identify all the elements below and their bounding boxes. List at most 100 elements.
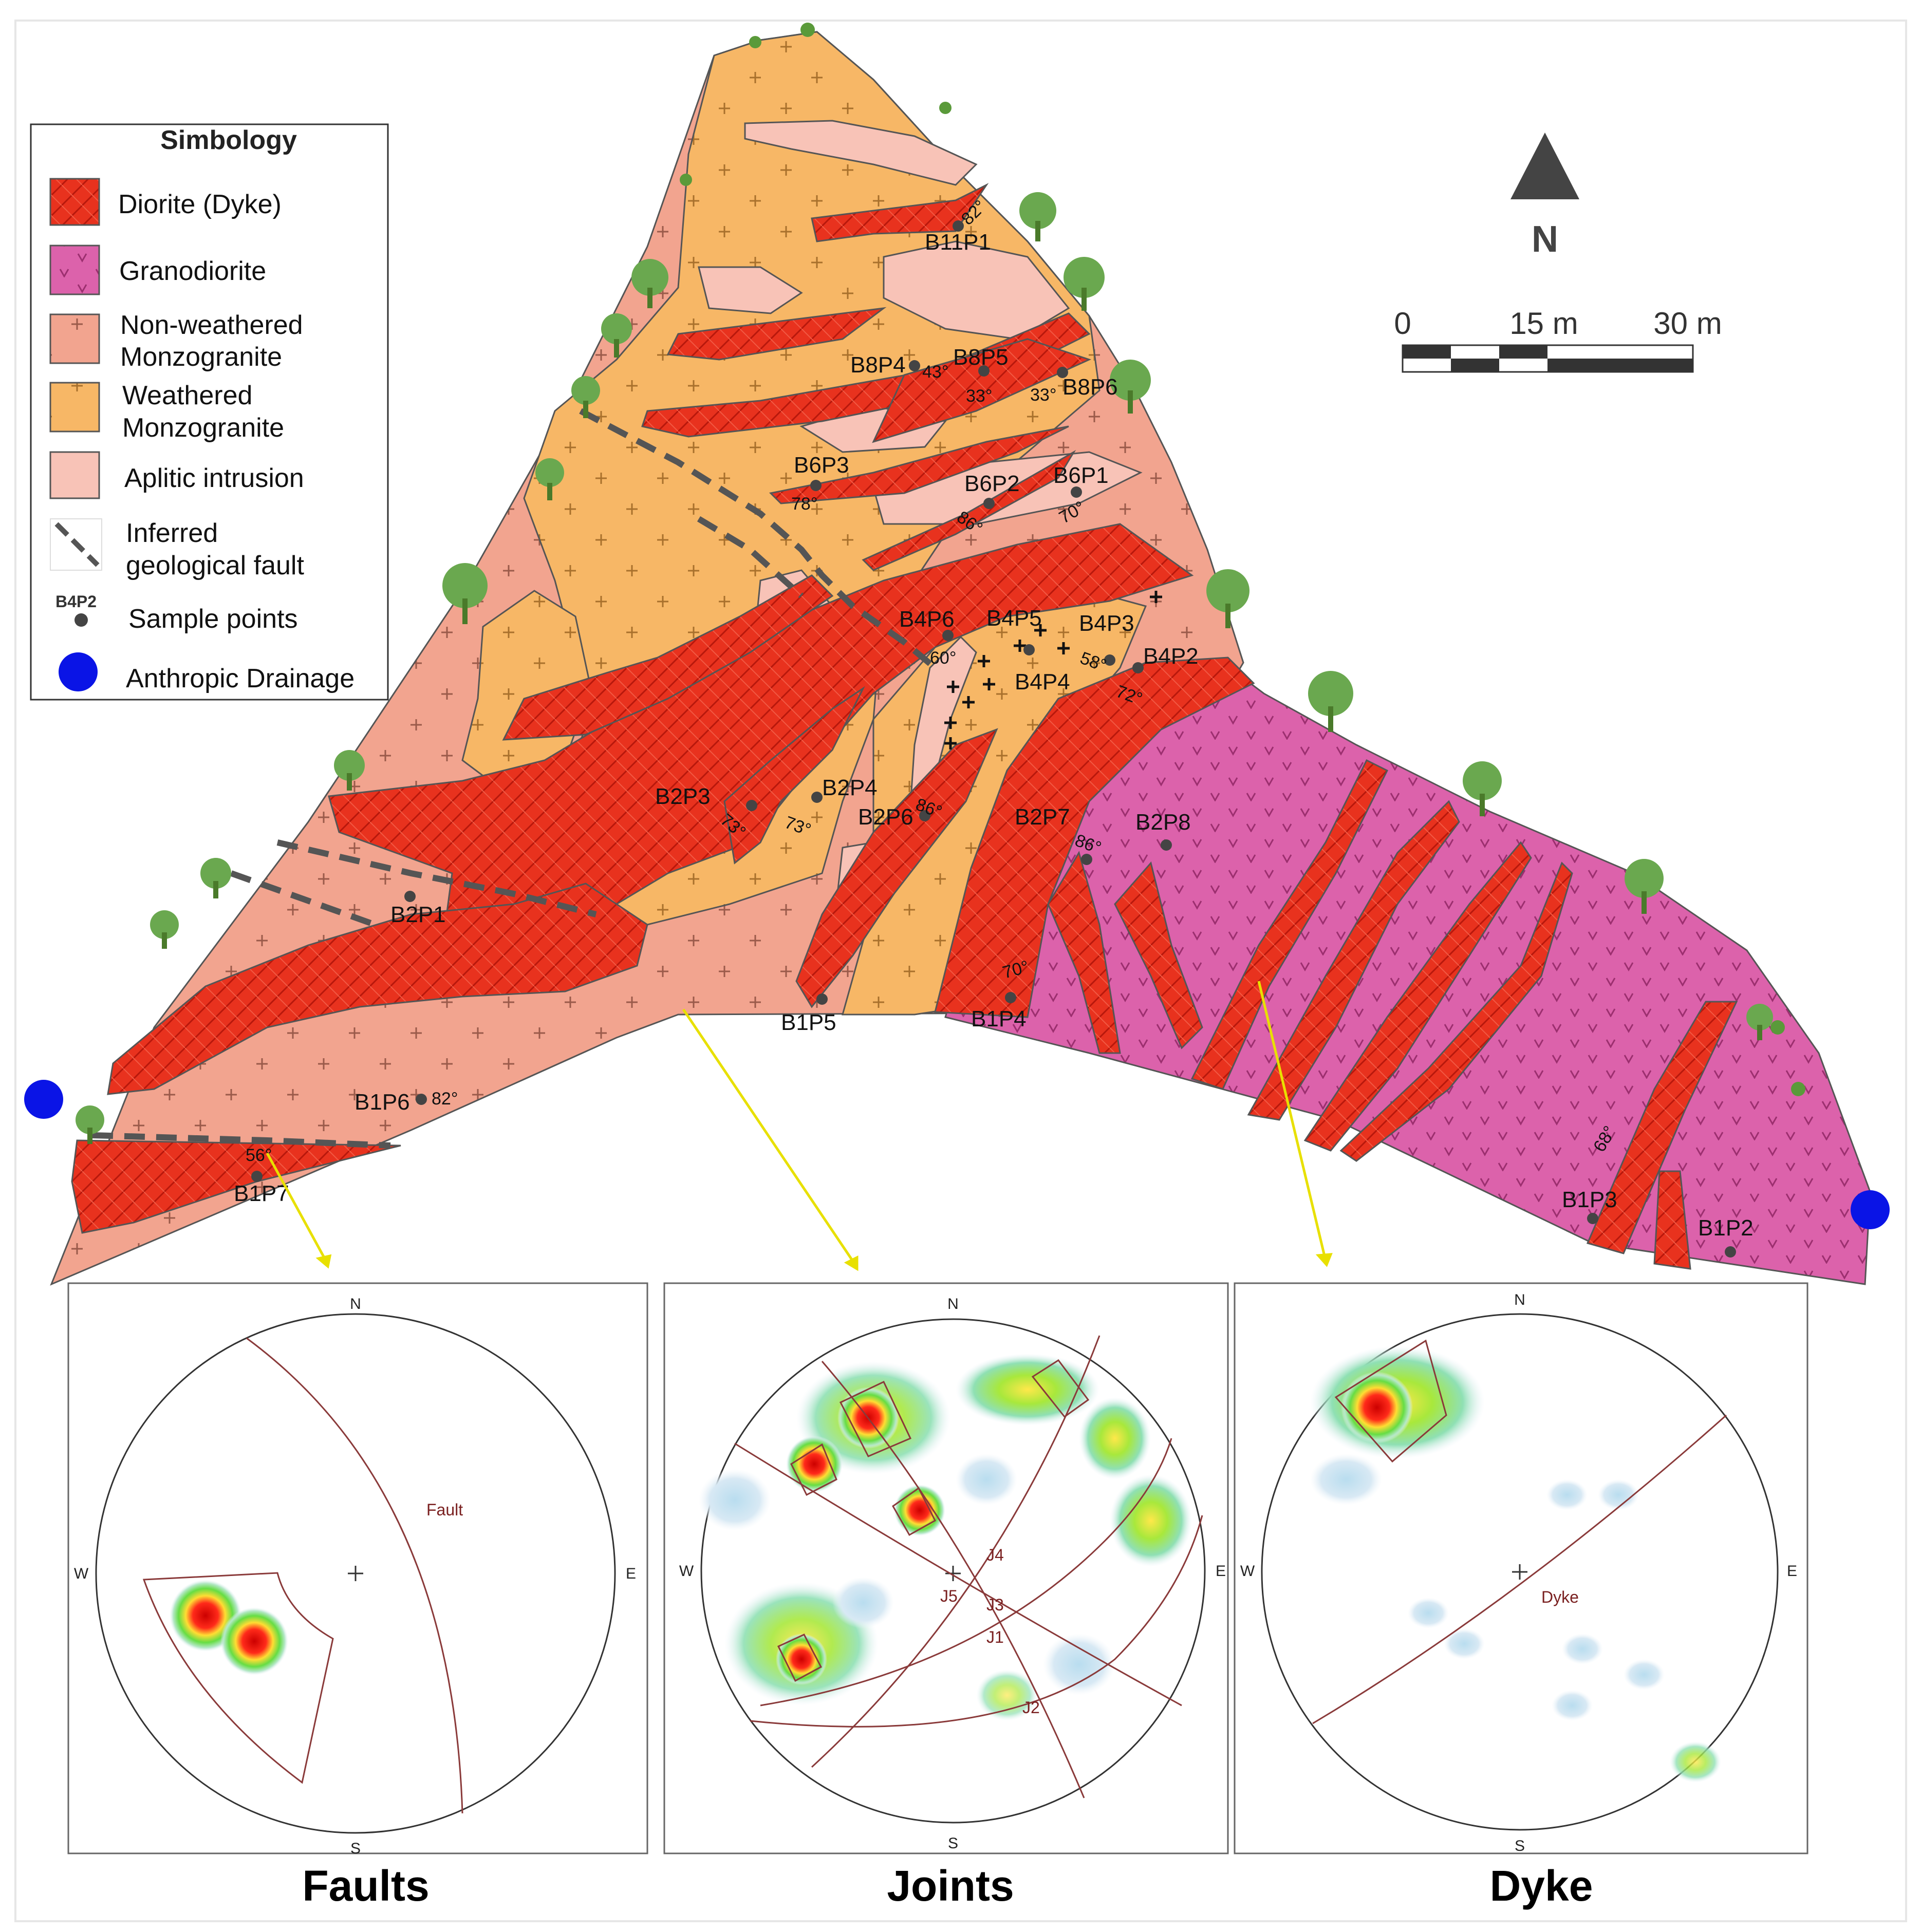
fault-plane-great-circle (246, 1337, 463, 1814)
sample-point[interactable]: B4P4 (1015, 669, 1070, 695)
sample-point[interactable]: B2P8 (1135, 810, 1191, 851)
sample-points: B11P1 82° B8P4 43° B8P5 33° B8P6 33° B6P3 78°… (234, 196, 1754, 1258)
svg-text:S: S (1515, 1837, 1525, 1854)
svg-text:W: W (679, 1563, 694, 1580)
legend-item-anthropic-drainage: Anthropic Drainage (59, 652, 355, 693)
svg-text:W: W (74, 1565, 89, 1582)
svg-text:J4: J4 (986, 1546, 1004, 1564)
svg-text:B6P2: B6P2 (964, 471, 1020, 496)
svg-text:Monzogranite: Monzogranite (122, 413, 284, 443)
sample-point[interactable]: B8P6 33° (1030, 367, 1118, 405)
dyke-density-contours (1310, 1346, 1721, 1783)
svg-text:B8P6: B8P6 (1062, 374, 1118, 400)
sample-point[interactable]: B4P6 60° (899, 607, 956, 668)
stereonet-dyke: N S E W Dyke (1234, 1282, 1808, 1854)
svg-text:Dyke: Dyke (1541, 1588, 1579, 1606)
svg-text:J3: J3 (986, 1596, 1004, 1614)
svg-text:Sample points: Sample points (128, 604, 298, 634)
svg-text:B2P8: B2P8 (1135, 810, 1191, 835)
svg-text:B4P2: B4P2 (1143, 644, 1199, 669)
svg-text:B11P1: B11P1 (925, 230, 991, 255)
svg-text:B2P6: B2P6 (858, 804, 913, 830)
legend-item-nonweathered-monzogranite: Non-weathered Monzogranite (49, 310, 303, 372)
svg-text:B4P3: B4P3 (1079, 611, 1134, 636)
svg-text:N: N (1514, 1291, 1525, 1308)
svg-text:B4P2: B4P2 (55, 592, 97, 611)
stereonet-joints: N S E W J1 J2 J3 J4 J5 (663, 1282, 1229, 1854)
svg-text:B1P5: B1P5 (781, 1010, 836, 1035)
svg-text:E: E (1216, 1563, 1226, 1580)
svg-text:N: N (1532, 219, 1558, 260)
svg-text:N: N (350, 1296, 361, 1312)
svg-text:60°: 60° (930, 648, 956, 668)
outcrop-cross-marks (944, 591, 1162, 749)
pointer-arrows (266, 981, 1333, 1271)
legend-item-weathered-monzogranite: Weathered Monzogranite (49, 381, 284, 443)
svg-text:B2P7: B2P7 (1015, 804, 1070, 830)
svg-text:B8P4: B8P4 (850, 352, 906, 378)
svg-text:J5: J5 (940, 1587, 958, 1605)
svg-text:S: S (948, 1835, 958, 1852)
svg-text:Fault: Fault (426, 1500, 463, 1519)
svg-text:J1: J1 (986, 1628, 1004, 1646)
legend-title: Simbology (160, 125, 297, 155)
sample-point[interactable]: B6P3 78° (791, 453, 849, 514)
sample-point[interactable]: B8P4 43° (850, 352, 948, 382)
svg-text:W: W (1240, 1563, 1255, 1580)
sample-point[interactable]: B8P5 33° (953, 345, 1009, 406)
dyke-plane-great-circle (1312, 1414, 1727, 1724)
svg-text:B8P5: B8P5 (953, 345, 1009, 370)
svg-text:B2P3: B2P3 (655, 784, 711, 809)
svg-text:E: E (626, 1565, 636, 1582)
svg-text:Anthropic Drainage: Anthropic Drainage (126, 664, 355, 693)
sample-point[interactable]: B2P1 (390, 891, 446, 927)
svg-text:15 m: 15 m (1509, 306, 1578, 341)
north-arrow-icon (1510, 133, 1579, 199)
svg-text:33°: 33° (966, 386, 992, 406)
svg-text:B6P3: B6P3 (794, 453, 849, 478)
unit-diorite-dykes (71, 183, 1738, 1270)
sample-point[interactable]: B1P5 (781, 993, 836, 1035)
svg-text:Non-weathered: Non-weathered (120, 310, 303, 340)
legend-item-granodiorite: Granodiorite (49, 245, 266, 295)
svg-text:J2: J2 (1022, 1698, 1040, 1717)
legend-item-aplitic-intrusion: Aplitic intrusion (49, 451, 304, 499)
svg-text:0: 0 (1394, 306, 1411, 341)
svg-text:geological fault: geological fault (126, 551, 304, 580)
svg-text:S: S (350, 1840, 361, 1857)
svg-text:78°: 78° (791, 494, 817, 514)
caption-dyke: Dyke (1490, 1862, 1593, 1910)
svg-text:30 m: 30 m (1653, 306, 1722, 341)
svg-text:B6P1: B6P1 (1053, 463, 1109, 488)
svg-text:N: N (947, 1296, 959, 1312)
joint-great-circles (734, 1335, 1203, 1798)
svg-text:82°: 82° (432, 1089, 458, 1109)
drainage-west-icon (24, 1080, 63, 1119)
drainage-east-icon (1851, 1190, 1890, 1229)
svg-text:Inferred: Inferred (126, 518, 218, 548)
svg-text:Weathered: Weathered (122, 381, 252, 410)
sample-point[interactable]: B4P5 (986, 606, 1042, 655)
svg-text:Diorite (Dyke): Diorite (Dyke) (118, 190, 282, 219)
sample-point[interactable]: B1P2 (1698, 1215, 1754, 1258)
north-arrow: N (1510, 133, 1579, 260)
svg-text:Monzogranite: Monzogranite (120, 342, 282, 372)
svg-text:E: E (1787, 1563, 1797, 1580)
svg-text:33°: 33° (1030, 385, 1056, 405)
tree-icon (1019, 192, 1056, 241)
svg-text:B1P7: B1P7 (234, 1181, 289, 1206)
svg-text:B1P6: B1P6 (355, 1090, 410, 1115)
svg-text:B2P4: B2P4 (822, 775, 878, 800)
legend-item-sample-points: B4P2 Sample points (55, 592, 298, 634)
caption-joints: Joints (887, 1862, 1014, 1910)
scale-bar: 0 15 m 30 m (1394, 306, 1722, 373)
sample-point[interactable]: B1P6 82° (355, 1089, 458, 1115)
stereonet-faults: N S E W Fault (67, 1282, 648, 1857)
svg-text:Aplitic intrusion: Aplitic intrusion (124, 463, 304, 493)
joint-sets-boxes (777, 1359, 1090, 1682)
